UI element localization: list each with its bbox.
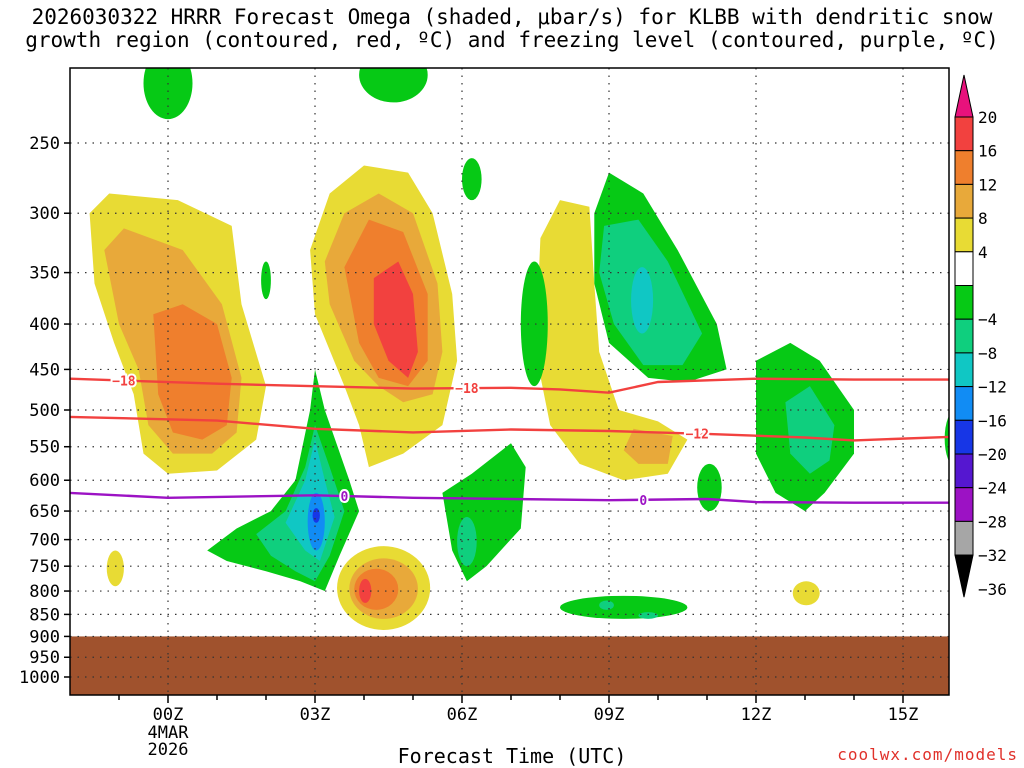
colorbar-cap-top <box>954 74 974 118</box>
x-axis-title: Forecast Time (UTC) <box>397 744 627 768</box>
ground-layer <box>70 636 949 695</box>
x-tick-label: 09Z <box>594 705 625 725</box>
colorbar-bin <box>954 520 974 556</box>
x-tick-label: 00Z <box>153 705 184 725</box>
colorbar-bin <box>954 217 974 253</box>
colorbar-label: 20 <box>978 108 997 127</box>
omega-region-b-16 <box>373 261 418 378</box>
colorbar-label: −20 <box>978 445 1007 464</box>
contour-dendritic-12c <box>70 415 949 442</box>
plot-frame <box>69 67 950 696</box>
colorbar-bin <box>954 453 974 489</box>
contour-label: −18 <box>455 382 479 397</box>
x-tick-label: 12Z <box>741 705 772 725</box>
colorbar-label: −16 <box>978 411 1007 430</box>
y-tick-label: 350 <box>29 264 60 284</box>
date-label-year: 2026 <box>148 740 189 760</box>
colorbar-label: 8 <box>978 209 988 228</box>
x-tick-label: 03Z <box>300 705 331 725</box>
colorbar-label: −4 <box>978 310 997 329</box>
colorbar-bin <box>954 251 974 287</box>
y-tick-label: 650 <box>29 502 60 522</box>
contour-label: −18 <box>112 375 136 390</box>
x-tick-label: 15Z <box>888 705 919 725</box>
omega-region-small-4 <box>462 158 482 201</box>
colorbar-label: −36 <box>978 580 1007 599</box>
omega-region-small-5 <box>520 261 548 387</box>
title-line-2: growth region (contoured, red, ºC) and f… <box>25 28 999 52</box>
y-tick-label: 450 <box>29 360 60 380</box>
x-tick-label: 06Z <box>447 705 478 725</box>
y-tick-label: 950 <box>29 648 60 668</box>
y-tick-label: 300 <box>29 204 60 224</box>
y-tick-label: 700 <box>29 531 60 551</box>
omega-region-e-12 <box>631 267 654 334</box>
omega-region-small-7 <box>560 595 688 619</box>
y-tick-label: 1000 <box>19 668 60 688</box>
colorbar-cap-bottom <box>954 554 974 598</box>
colorbar-bin <box>954 116 974 152</box>
colorbar-bin <box>954 487 974 522</box>
omega-region-g-4 <box>442 443 526 582</box>
colorbar-bin <box>954 386 974 421</box>
colorbar-bin <box>954 150 974 185</box>
omega-region-g-8 <box>457 516 477 567</box>
y-tick-label: 400 <box>29 315 60 335</box>
colorbar-label: 16 <box>978 142 997 161</box>
omega-region-c-16 <box>359 578 372 603</box>
colorbar-label: 4 <box>978 243 988 262</box>
omega-region-small-8 <box>599 600 614 610</box>
omega-region-small-9 <box>638 612 658 619</box>
omega-region-top-1 <box>143 68 193 120</box>
colorbar-bin <box>954 183 974 219</box>
omega-region-small-2 <box>792 581 820 606</box>
y-axis: 2503003504004505005506006507007508008509… <box>19 134 70 688</box>
omega-region-top-2 <box>359 68 428 103</box>
title-line-1: 2026030322 HRRR Forecast Omega (shaded, … <box>31 5 993 29</box>
ground-fill <box>70 636 949 695</box>
omega-shading <box>89 68 949 630</box>
y-tick-label: 750 <box>29 557 60 577</box>
colorbar-label: −8 <box>978 344 997 363</box>
colorbar: 20 16 12 8 4 −4 −8 −12 −16 −20 −24 −28 −32 −36 <box>954 74 1007 599</box>
omega-region-f-20 <box>312 508 320 523</box>
date-label-month: 4MAR <box>148 723 190 743</box>
chart-title: 2026030322 HRRR Forecast Omega (shaded, … <box>0 6 1024 52</box>
y-tick-label: 900 <box>29 627 60 647</box>
contour-freezing-level-0c <box>70 491 949 504</box>
omega-region-a-12 <box>153 304 232 440</box>
contour-lines: −18 −18 −12 0 0 <box>70 373 949 511</box>
omega-region-h-8 <box>785 386 835 474</box>
colorbar-bin <box>954 352 974 388</box>
contour-dendritic-18c <box>70 377 949 394</box>
omega-region-edge <box>944 415 949 462</box>
contour-label: 0 <box>340 490 348 505</box>
y-tick-label: 600 <box>29 471 60 491</box>
colorbar-label: 12 <box>978 175 997 194</box>
colorbar-label: −32 <box>978 546 1007 565</box>
colorbar-label: −28 <box>978 512 1007 531</box>
y-tick-label: 800 <box>29 582 60 602</box>
omega-region-small-6 <box>261 261 271 300</box>
y-tick-label: 500 <box>29 401 60 421</box>
y-tick-label: 550 <box>29 438 60 458</box>
contour-label: 0 <box>639 494 647 509</box>
omega-region-small-1 <box>106 550 124 587</box>
colorbar-bin <box>954 419 974 455</box>
credit-text: coolwx.com/models <box>837 745 1018 764</box>
colorbar-bin <box>954 285 974 320</box>
colorbar-label: −12 <box>978 378 1007 397</box>
y-tick-label: 850 <box>29 605 60 625</box>
omega-region-small-3 <box>697 463 722 512</box>
y-tick-label: 250 <box>29 134 60 154</box>
colorbar-bin <box>954 318 974 354</box>
x-axis: 4MAR 2026 00Z 03Z 06Z 09Z 12Z 15Z <box>118 695 919 760</box>
colorbar-label: −24 <box>978 479 1007 498</box>
contour-label: −12 <box>685 428 708 443</box>
